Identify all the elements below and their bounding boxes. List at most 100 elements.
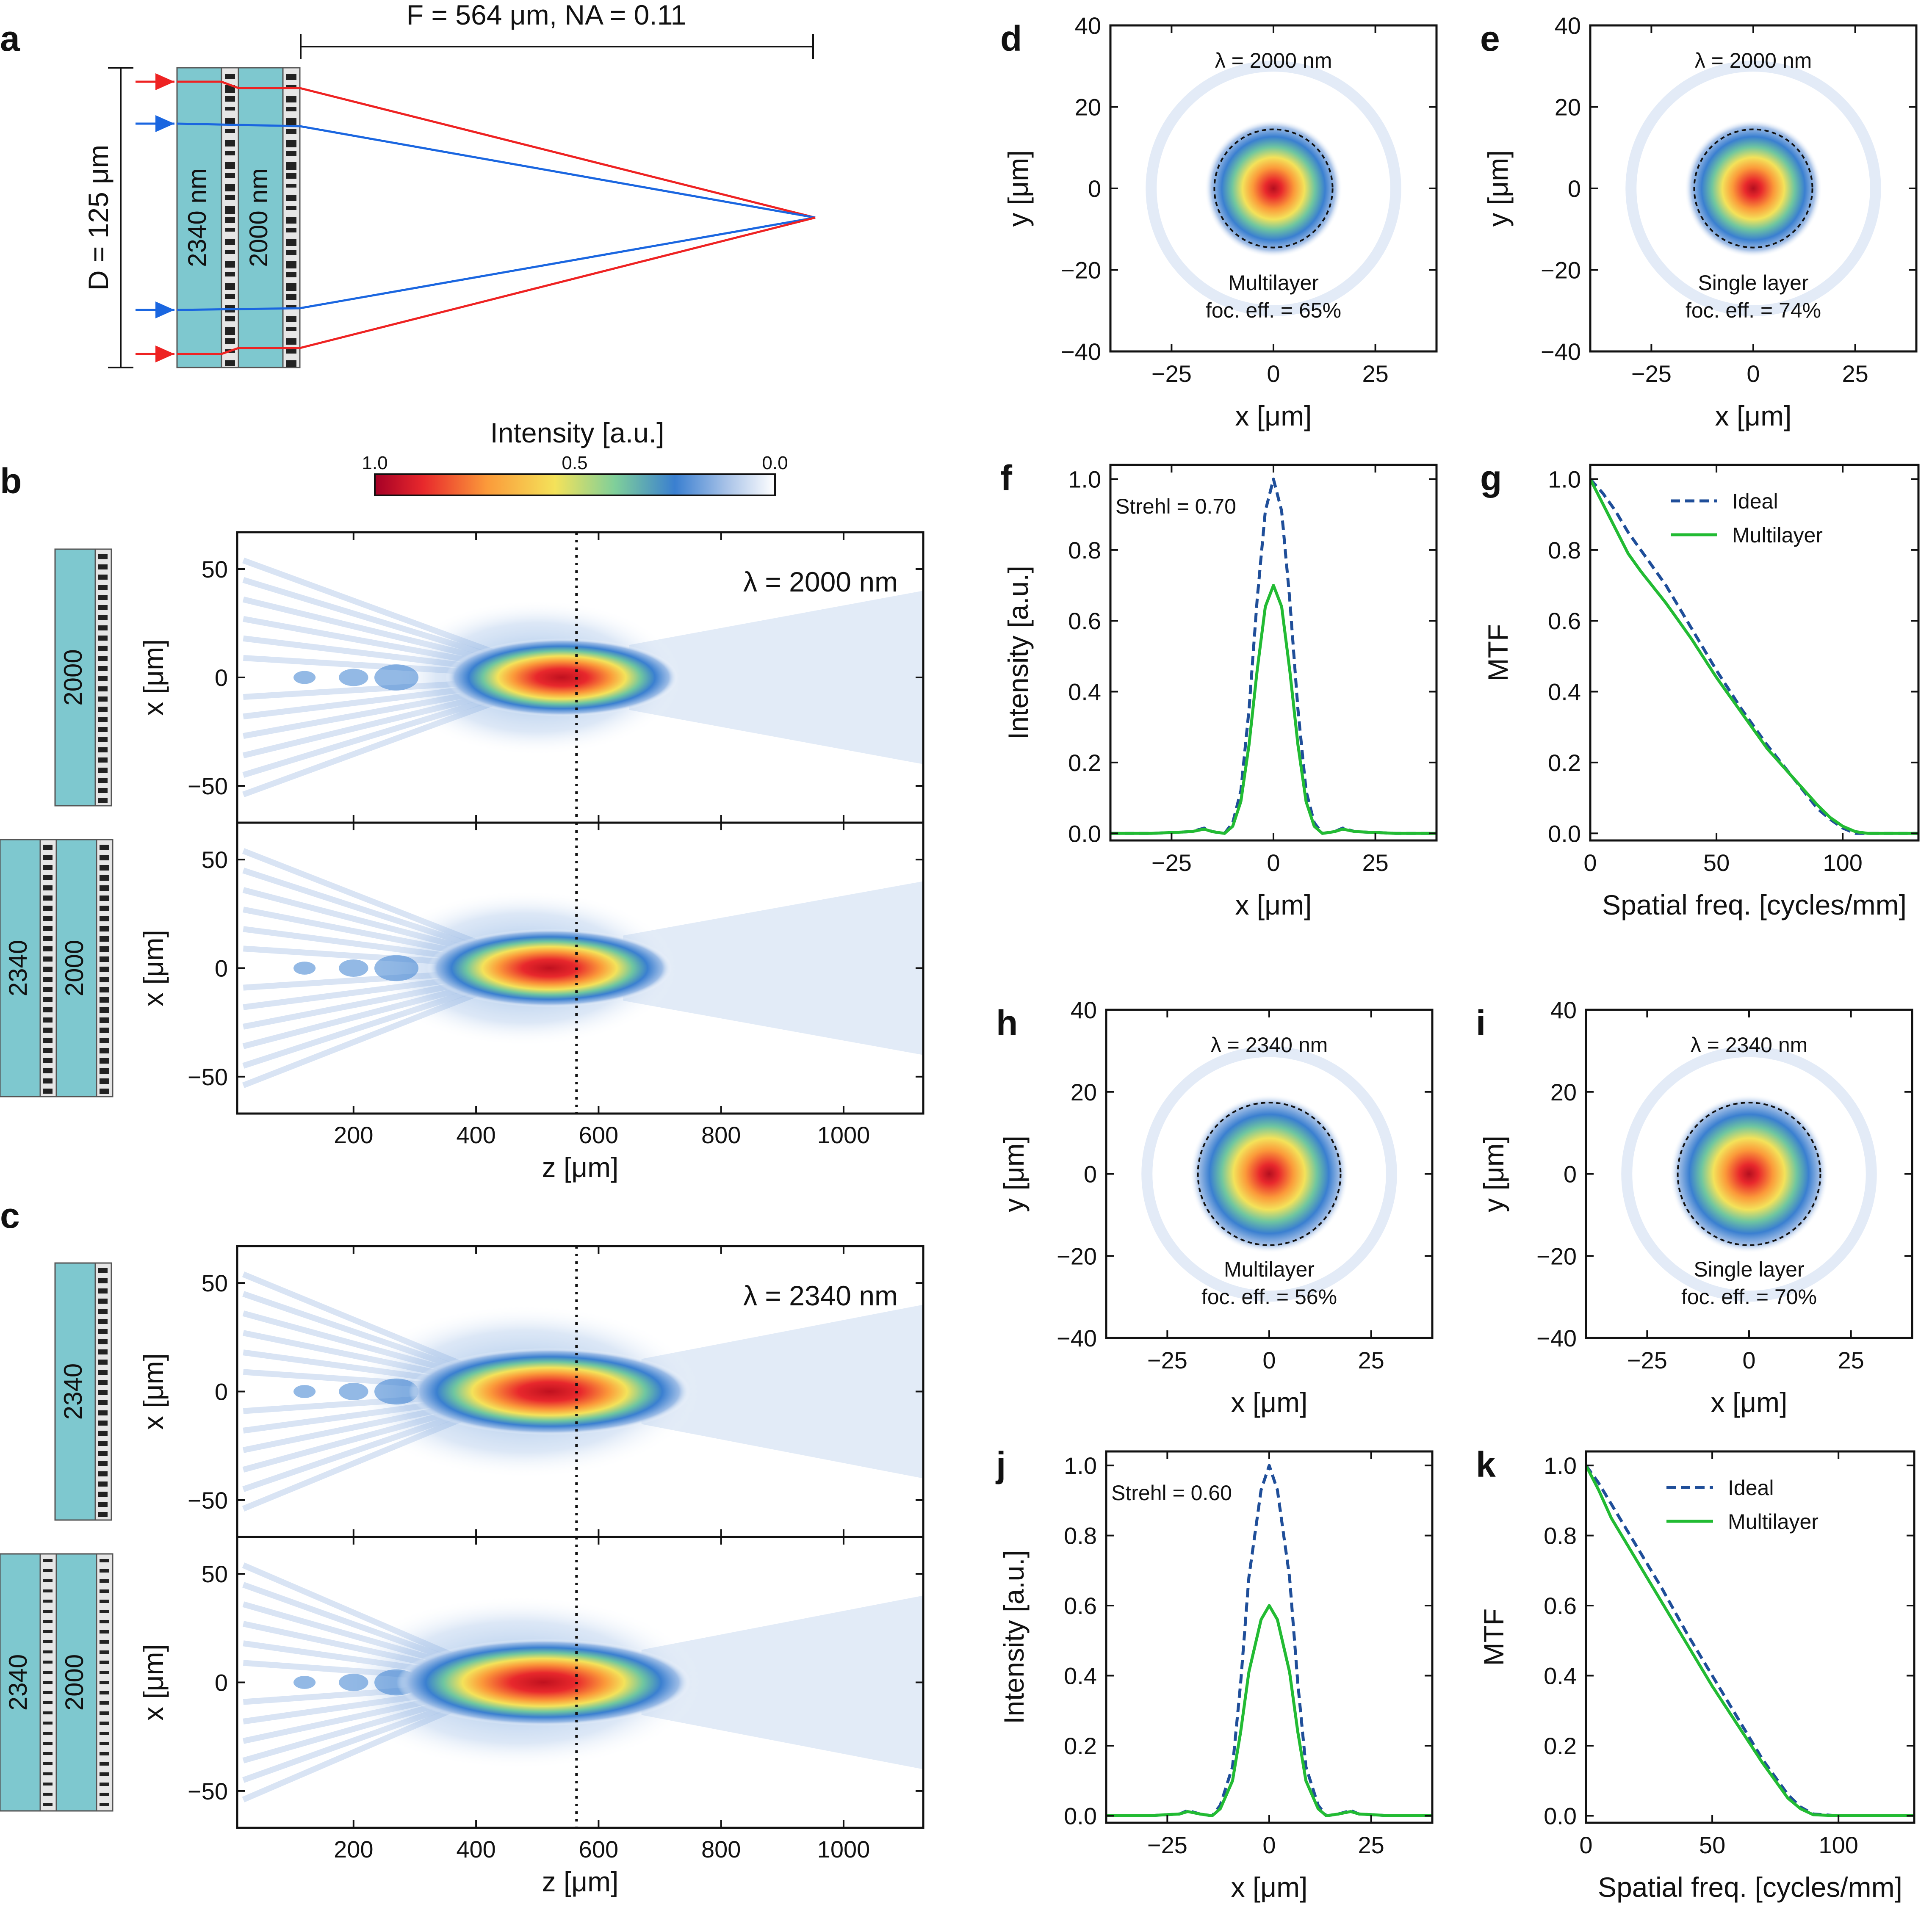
prefocus-lobe [339, 1382, 368, 1401]
legend-label-ideal: Ideal [1728, 1476, 1774, 1500]
series-ideal [1106, 1464, 1432, 1817]
lens-pillar [98, 646, 108, 651]
metasurface-pillar [286, 206, 296, 210]
focal-spot [409, 1348, 691, 1435]
y-tick-label: 40 [1075, 12, 1101, 39]
lens-pillar [100, 896, 109, 901]
panel-letter-a: a [0, 19, 20, 58]
x-tick-label: 25 [1358, 1347, 1384, 1374]
lens-pillar [43, 1569, 53, 1572]
lens-pillar [100, 1803, 109, 1806]
x-tick-label: 0 [1747, 360, 1760, 387]
lens-pillar [98, 1288, 108, 1294]
y-tick-label: 40 [1555, 12, 1581, 39]
lens-pillar [100, 1711, 109, 1715]
metasurface-pillar [286, 228, 296, 232]
series-multilayer [1589, 478, 1918, 835]
plot-frame [1585, 1450, 1915, 1824]
y-tick-label: 0.4 [1068, 679, 1101, 705]
heatmap-row-1: 50 0 −50 x [μm] λ = 2340 nm 2340 [54, 1245, 924, 1538]
multilayer-lens-stack: 2340 nm 2000 nm [176, 67, 301, 368]
metasurface-pillar [225, 206, 235, 214]
lens-pillar [43, 1038, 53, 1043]
y-tick-label: 50 [202, 556, 228, 583]
colorbar-title: Intensity [a.u.] [490, 417, 664, 448]
lens-pillar [98, 768, 108, 773]
panel-e-spot: e λ = 2000 nm Single layer foc. eff. = 74% −… [1480, 12, 1918, 431]
colorbar-tick-low: 0.0 [762, 453, 788, 473]
lens-pillar [100, 1620, 109, 1623]
metasurface-pillar [286, 250, 296, 255]
series-multilayer [1110, 584, 1437, 835]
panel-letter-c: c [0, 1196, 20, 1235]
lens-pillar [43, 1783, 53, 1786]
y-tick-label: 0 [215, 1379, 228, 1405]
intensity-colorbar: Intensity [a.u.] 1.0 0.5 0.0 [362, 417, 788, 496]
y-tick-label: 0.2 [1548, 749, 1581, 776]
lens-substrate [55, 839, 97, 1097]
metasurface-pillar [286, 74, 296, 80]
lens-pillar [43, 967, 53, 972]
y-tick-label: −20 [1541, 257, 1581, 284]
x-axis-title: z [μm] [542, 1152, 618, 1183]
lens-pillar [100, 1610, 109, 1613]
wavelength-title: λ = 2340 nm [1691, 1033, 1808, 1057]
efficiency-circle [1197, 1102, 1342, 1246]
wavelength-title: λ = 2340 nm [743, 1280, 898, 1311]
y-axis-title: y [μm] [1478, 1136, 1509, 1212]
y-axis-title: MTF [1482, 624, 1514, 682]
y-tick-label: 0.2 [1068, 749, 1101, 776]
metasurface-pillar [286, 316, 296, 322]
lens-pillar [100, 1762, 109, 1766]
y-tick-label: −50 [188, 1778, 228, 1805]
lens-pillar [43, 1722, 53, 1725]
ray-red-top [177, 80, 816, 219]
lens-pillar [100, 906, 109, 911]
metasurface-pillars [225, 74, 296, 367]
lens-pillar [100, 1089, 109, 1094]
lens-pillar [100, 1017, 109, 1023]
lens-pillar [43, 1089, 53, 1094]
metasurface-pillar [225, 250, 235, 254]
prefocus-lobe [293, 1676, 316, 1689]
prefocus-lobe [374, 1378, 419, 1405]
lens-metasurface [96, 1553, 113, 1812]
lens-pillar [98, 575, 108, 580]
lens-pillar [100, 1783, 109, 1786]
y-tick-label: 20 [1555, 94, 1581, 121]
lens-pillar [100, 1793, 109, 1796]
panel-letter-k: k [1476, 1445, 1496, 1484]
lens-pillar [98, 676, 108, 681]
x-tick-label: 800 [701, 1836, 741, 1863]
diverging-cone [641, 1305, 923, 1479]
prefocus-lobe [374, 664, 419, 691]
lens-pillar [43, 896, 53, 901]
lens-icon: 2340 [54, 1262, 112, 1521]
lens-pillar [100, 936, 109, 942]
metasurface-pillar [286, 272, 296, 277]
diverging-cone [629, 591, 923, 764]
lens-pillar [98, 1421, 108, 1426]
y-tick-label: −20 [1061, 257, 1101, 284]
y-tick-label: −20 [1057, 1243, 1097, 1269]
x-tick-label: 0 [1579, 1832, 1592, 1858]
x-tick-label: 200 [334, 1122, 373, 1148]
lens-pillar [98, 1380, 108, 1385]
x-tick-label: 800 [701, 1122, 741, 1148]
metasurface-pillar [286, 140, 296, 147]
x-tick-label: 25 [1358, 1832, 1384, 1858]
plot-frame [1105, 1450, 1434, 1824]
metasurface-pillar [225, 338, 235, 344]
prefocus-lobe [339, 1673, 368, 1692]
y-tick-label: −20 [1536, 1243, 1577, 1269]
metasurface-pillar [225, 85, 235, 93]
strehl-annotation: Strehl = 0.60 [1111, 1481, 1232, 1505]
lens-pillar [100, 865, 109, 871]
y-axis-title: x [μm] [138, 1644, 169, 1721]
metasurface-pillar [225, 294, 235, 299]
y-tick-label: 0.6 [1544, 1592, 1577, 1619]
lens-pillar [98, 636, 108, 641]
efficiency-circle [1213, 128, 1334, 249]
lens-pillar [98, 1481, 108, 1487]
intensity-field [237, 823, 923, 1114]
